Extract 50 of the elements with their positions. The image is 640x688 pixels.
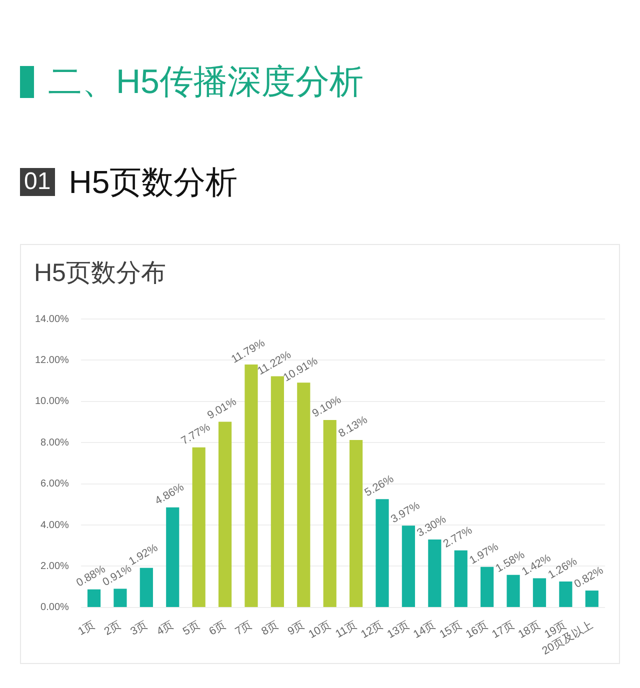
chart-title: H5页数分布 [34, 258, 166, 289]
x-tick-label: 11页 [334, 618, 360, 641]
bar [87, 589, 101, 607]
y-tick-label: 4.00% [40, 520, 70, 531]
bar [532, 578, 546, 607]
bar [454, 550, 468, 607]
x-tick-label: 2页 [102, 618, 124, 638]
y-tick-label: 14.00% [34, 314, 70, 325]
bar [192, 447, 206, 607]
bar [244, 364, 258, 607]
x-tick-label: 10页 [306, 618, 333, 642]
x-tick-label: 15页 [438, 618, 464, 642]
x-tick-label: 9页 [286, 618, 307, 638]
y-tick-label: 8.00% [40, 437, 70, 448]
bar [480, 566, 494, 607]
bar [140, 568, 153, 607]
x-tick-label: 17页 [490, 618, 516, 642]
y-tick-label: 6.00% [40, 478, 70, 490]
x-tick-label: 7页 [233, 618, 254, 638]
x-tick-label: 6页 [207, 618, 228, 638]
y-tick-label: 12.00% [34, 354, 70, 366]
y-tick-label: 10.00% [34, 396, 70, 408]
bar [297, 382, 310, 607]
bar [114, 588, 127, 607]
bar [559, 581, 572, 607]
x-tick-label: 5页 [181, 618, 202, 638]
bar [402, 526, 416, 607]
bar [218, 422, 232, 607]
y-tick-label: 0.00% [40, 602, 70, 614]
x-tick-label: 4页 [154, 618, 176, 638]
bar [166, 507, 180, 607]
y-tick-label: 2.00% [40, 560, 70, 572]
x-tick-label: 14页 [412, 618, 438, 642]
bar [323, 420, 336, 607]
x-tick-label: 13页 [385, 618, 412, 642]
bar [376, 499, 389, 607]
x-tick-label: 18页 [516, 618, 543, 642]
x-tick-label: 8页 [260, 618, 280, 638]
bar [506, 574, 520, 607]
text: 01 [20, 168, 55, 196]
x-tick-label: 3页 [128, 618, 150, 638]
bar [350, 440, 363, 607]
bar [270, 376, 284, 607]
x-tick-label: 1页 [76, 618, 98, 638]
x-tick-label: 16页 [464, 618, 490, 642]
x-tick-label: 12页 [359, 618, 386, 642]
bar [428, 539, 442, 607]
text: 二、H5传播深度分析 [48, 62, 364, 103]
text: H5页数分析 [68, 163, 238, 202]
bar [585, 590, 598, 607]
